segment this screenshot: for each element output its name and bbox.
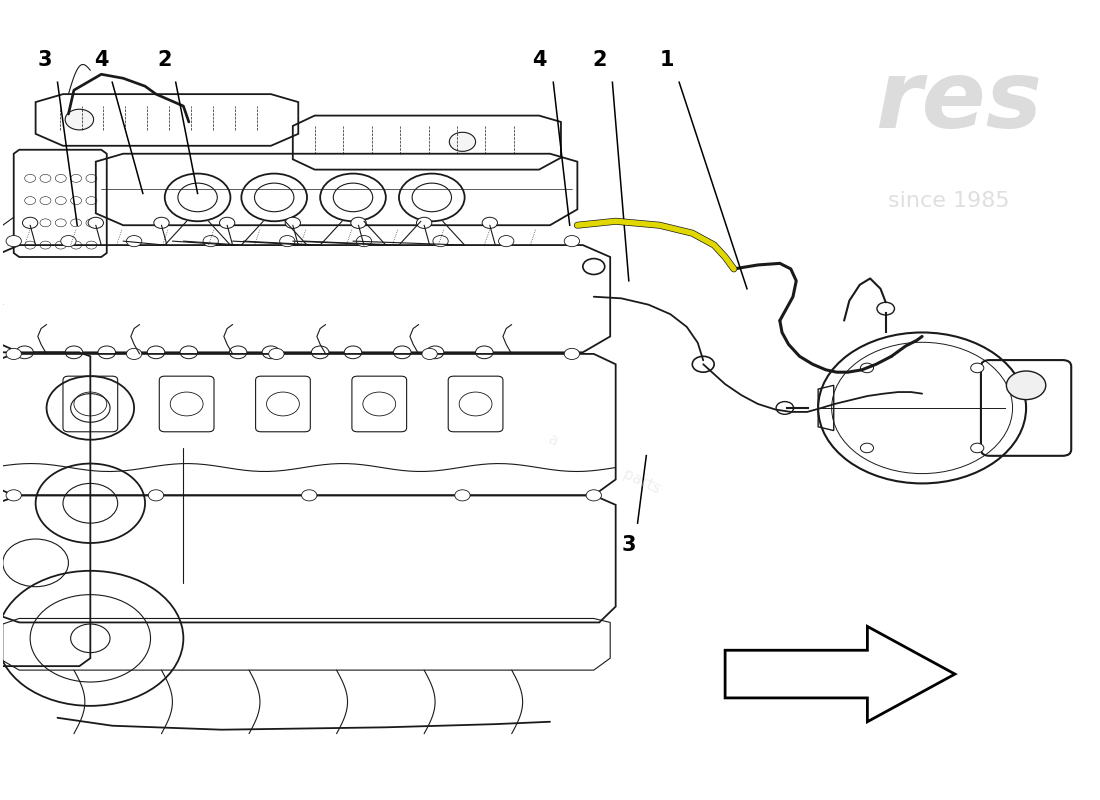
Circle shape [311, 346, 329, 358]
Circle shape [262, 346, 279, 358]
Text: a               parts: a parts [547, 431, 663, 496]
Circle shape [126, 348, 142, 359]
Circle shape [301, 490, 317, 501]
Circle shape [204, 235, 219, 246]
Circle shape [449, 132, 475, 151]
Circle shape [356, 235, 372, 246]
Text: res: res [876, 56, 1043, 148]
Circle shape [268, 348, 284, 359]
Circle shape [692, 356, 714, 372]
Circle shape [344, 346, 362, 358]
Circle shape [7, 348, 21, 359]
Circle shape [15, 346, 33, 358]
Circle shape [279, 235, 295, 246]
Circle shape [970, 363, 983, 373]
Circle shape [422, 348, 438, 359]
Circle shape [860, 443, 873, 453]
Text: since 1985: since 1985 [888, 191, 1010, 211]
Circle shape [394, 346, 411, 358]
Circle shape [65, 346, 82, 358]
Circle shape [65, 110, 94, 130]
Circle shape [229, 346, 246, 358]
Circle shape [427, 346, 443, 358]
Circle shape [22, 218, 37, 229]
Circle shape [586, 490, 602, 501]
Circle shape [498, 235, 514, 246]
Circle shape [860, 363, 873, 373]
Circle shape [482, 218, 497, 229]
Circle shape [351, 218, 366, 229]
Circle shape [1006, 371, 1046, 400]
Circle shape [147, 346, 165, 358]
Circle shape [417, 218, 432, 229]
Circle shape [148, 490, 164, 501]
Circle shape [970, 443, 983, 453]
Circle shape [777, 402, 793, 414]
Text: 2: 2 [157, 50, 172, 70]
Circle shape [475, 346, 493, 358]
Circle shape [126, 235, 142, 246]
Text: 3: 3 [37, 50, 52, 70]
Circle shape [98, 346, 116, 358]
Circle shape [220, 218, 234, 229]
Text: 1: 1 [660, 50, 674, 70]
Circle shape [154, 218, 169, 229]
Circle shape [454, 490, 470, 501]
Circle shape [285, 218, 300, 229]
Circle shape [60, 235, 76, 246]
Circle shape [88, 218, 103, 229]
Text: 2: 2 [592, 50, 606, 70]
Text: 4: 4 [94, 50, 109, 70]
Circle shape [433, 235, 448, 246]
Circle shape [564, 235, 580, 246]
Circle shape [7, 490, 21, 501]
Circle shape [583, 258, 605, 274]
Circle shape [564, 348, 580, 359]
Circle shape [877, 302, 894, 315]
Text: 4: 4 [531, 50, 547, 70]
Circle shape [7, 235, 21, 246]
Circle shape [180, 346, 198, 358]
Text: 3: 3 [621, 535, 636, 555]
